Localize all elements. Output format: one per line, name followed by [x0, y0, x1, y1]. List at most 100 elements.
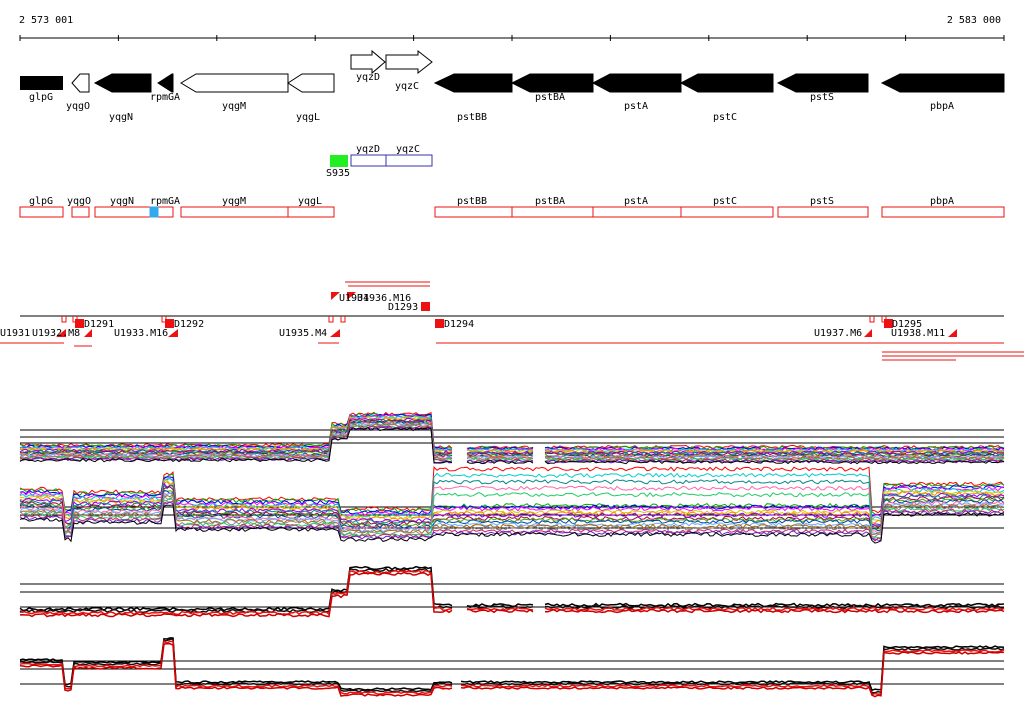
segment-flag-U1935[interactable]: [330, 329, 340, 337]
region-blue-marker[interactable]: [149, 206, 159, 218]
region-label-pstA: pstA: [624, 196, 648, 207]
expression-profile: [19, 477, 1004, 518]
segment-block-D1294[interactable]: [435, 319, 444, 328]
expression-profile: [19, 495, 1005, 538]
gene-yqgM[interactable]: [180, 73, 289, 93]
gene-label-yqgM: yqgM: [222, 101, 246, 112]
expression-profile: [19, 490, 1005, 532]
gene-label-yqgO: yqgO: [66, 101, 90, 112]
gene-label-rpmGA: rpmGA: [150, 92, 180, 103]
region-label-yqgN: yqgN: [110, 196, 134, 207]
small-gene-label-yqzC: yqzC: [396, 144, 420, 155]
gene-yqzD[interactable]: [350, 49, 386, 75]
gene-label-pstA: pstA: [624, 101, 648, 112]
segment-flag-U1934[interactable]: [331, 292, 340, 300]
segment-label-U1933: U1933.M16: [114, 328, 168, 339]
expression-profile: [19, 494, 1005, 536]
gene-pstBB[interactable]: [433, 73, 513, 93]
gene-pbpA[interactable]: [880, 73, 1005, 93]
gene-label-pstBB: pstBB: [457, 112, 487, 123]
segment-label-U1931: U1931: [0, 328, 30, 339]
expression-profile: [19, 465, 1005, 514]
segment-track: U1931 U1932.M8 D1291 U1933.M16 D1292 U19…: [0, 281, 1024, 361]
region-pstC[interactable]: [680, 206, 774, 218]
gene-glpG[interactable]: [20, 76, 63, 90]
antisense-marker-S935[interactable]: [330, 155, 348, 167]
segment-block-D1293[interactable]: [421, 302, 430, 311]
expression-profile: [19, 479, 1005, 527]
gene-yqgN[interactable]: [93, 73, 152, 93]
region-label-rpmGA: rpmGA: [150, 196, 180, 207]
region-glpG[interactable]: [19, 206, 64, 218]
gene-label-yqgL: yqgL: [296, 112, 320, 123]
region-yqgM[interactable]: [180, 206, 289, 218]
region-label-yqgM: yqgM: [222, 196, 246, 207]
expression-profile: [19, 504, 1005, 544]
region-label-pbpA: pbpA: [930, 196, 954, 207]
gene-label-yqgN: yqgN: [109, 112, 133, 123]
expression-profile: [19, 476, 1005, 517]
gene-label-glpG: glpG: [29, 92, 53, 103]
segment-block-D1291[interactable]: [75, 319, 84, 328]
region-label-pstBA: pstBA: [535, 196, 565, 207]
coordinate-ruler: 2 573 001 2 583 000: [19, 15, 1005, 41]
expression-panel-3: [19, 565, 1005, 618]
expression-profile: [19, 637, 1005, 692]
region-label-yqgO: yqgO: [67, 196, 91, 207]
expression-profile: [19, 481, 1005, 524]
gene-label-yqzD: yqzD: [356, 72, 380, 83]
segment-label-U1938: U1938.M11: [891, 328, 945, 339]
small-gene-yqzD[interactable]: [350, 154, 387, 167]
expression-profile: [19, 491, 1005, 541]
segment-flag-U1937[interactable]: [864, 329, 872, 337]
region-pstBA[interactable]: [511, 206, 594, 218]
gene-yqgO[interactable]: [71, 73, 90, 93]
segment-flag-U1931[interactable]: [56, 329, 66, 337]
ruler-start-label: 2 573 001: [19, 15, 73, 26]
gene-pstA[interactable]: [591, 73, 682, 93]
segment-label-D1295: D1295: [892, 319, 922, 330]
segment-flag-U1938[interactable]: [948, 329, 957, 337]
region-yqgN[interactable]: [94, 206, 152, 218]
small-gene-yqzC[interactable]: [385, 154, 433, 167]
gene-pstBA[interactable]: [510, 73, 594, 93]
segment-blocks: [56, 292, 957, 337]
segment-flag-U1933[interactable]: [168, 329, 178, 337]
expression-profile: [19, 486, 1005, 528]
region-pstBB[interactable]: [434, 206, 513, 218]
region-pbpA[interactable]: [881, 206, 1005, 218]
expression-profile: [19, 492, 1005, 534]
segment-label-U1932: U1932.M8: [32, 328, 80, 339]
gene-label-pstC: pstC: [713, 112, 737, 123]
region-yqgL[interactable]: [287, 206, 335, 218]
gene-yqzC[interactable]: [385, 49, 433, 75]
gene-label-pbpA: pbpA: [930, 101, 954, 112]
region-pstS[interactable]: [777, 206, 869, 218]
expression-panel-1: [19, 411, 1005, 465]
region-track: [19, 206, 1005, 218]
region-yqgO[interactable]: [71, 206, 90, 218]
small-feature-track: S935 yqzD yqzC: [326, 144, 433, 179]
expression-profile: [19, 482, 1005, 526]
gene-yqgL[interactable]: [287, 73, 335, 93]
gene-pstC[interactable]: [679, 73, 774, 93]
segment-block-D1292[interactable]: [165, 319, 174, 328]
segment-flag-U1932[interactable]: [84, 329, 92, 337]
segment-block-D1295[interactable]: [884, 319, 893, 328]
region-label-pstS: pstS: [810, 196, 834, 207]
region-label-pstC: pstC: [713, 196, 737, 207]
segment-label-U1935: U1935.M4: [279, 328, 327, 339]
segment-label-U1937: U1937.M6: [814, 328, 862, 339]
region-rpmGA[interactable]: [157, 206, 174, 218]
segment-label-D1294: D1294: [444, 319, 474, 330]
region-pstA[interactable]: [592, 206, 682, 218]
region-labels: glpG yqgO yqgN rpmGA yqgM yqgL pstBB pst…: [29, 196, 954, 207]
gene-label-pstS: pstS: [810, 92, 834, 103]
segment-flag-U1936[interactable]: [347, 292, 356, 300]
gene-rpmGA[interactable]: [157, 73, 174, 93]
expression-panel-4: [19, 637, 1005, 698]
gene-pstS[interactable]: [776, 73, 869, 93]
expression-profile: [19, 638, 1005, 694]
ruler-end-label: 2 583 000: [947, 15, 1001, 26]
